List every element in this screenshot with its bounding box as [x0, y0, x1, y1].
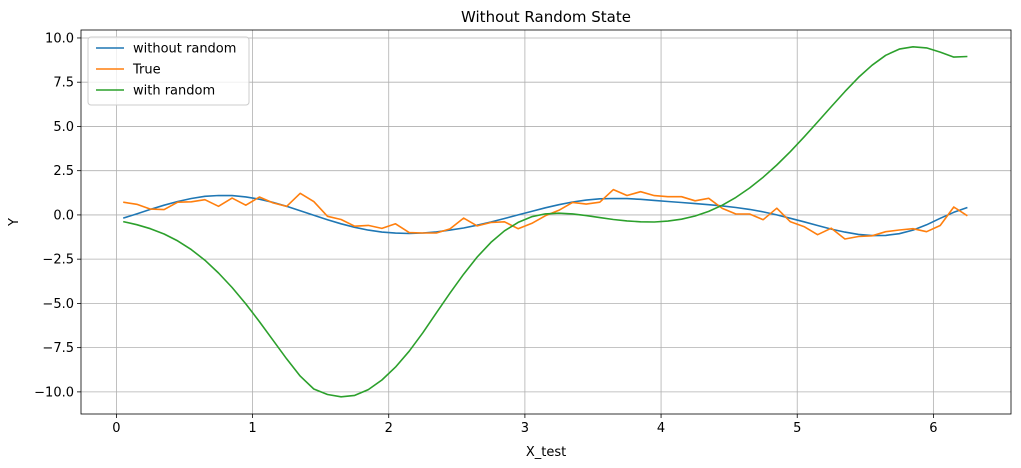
- x-tick-label: 4: [657, 421, 665, 436]
- x-tick-label: 2: [385, 421, 393, 436]
- y-tick-label: 5.0: [53, 120, 74, 135]
- y-tick-label: −2.5: [42, 253, 74, 268]
- series-layer: [122, 45, 968, 398]
- chart-title: Without Random State: [461, 8, 631, 26]
- x-tick-label: 3: [521, 421, 529, 436]
- x-tick-label: 0: [112, 421, 120, 436]
- legend-label-1: True: [132, 63, 161, 78]
- legend-label-2: with random: [133, 84, 215, 99]
- y-tick-label: −7.5: [42, 341, 74, 356]
- y-axis-label: Y: [7, 218, 22, 227]
- series-line-1: [123, 188, 968, 240]
- x-axis: 0 1 2 3 4 5 6: [112, 414, 938, 436]
- x-tick-label: 5: [793, 421, 801, 436]
- y-tick-label: 10.0: [45, 31, 74, 46]
- series-line-2: [123, 45, 968, 398]
- x-axis-label: X_test: [526, 445, 566, 460]
- y-tick-label: −5.0: [42, 297, 74, 312]
- y-tick-label: −10.0: [34, 385, 74, 400]
- legend: without random True with random: [87, 36, 250, 106]
- y-axis: −10.0 −7.5 −5.0 −2.5 0.0 2.5 5.0 7.5 10.0: [34, 31, 81, 400]
- legend-label-0: without random: [133, 42, 236, 57]
- y-tick-label: 2.5: [53, 164, 74, 179]
- plot-frame: [80, 29, 1012, 415]
- x-tick-label: 1: [248, 421, 256, 436]
- legend-box: [87, 36, 250, 106]
- series-line-0: [122, 194, 968, 237]
- y-tick-label: 7.5: [53, 76, 74, 91]
- x-tick-label: 6: [929, 421, 937, 436]
- y-tick-label: 0.0: [53, 208, 74, 223]
